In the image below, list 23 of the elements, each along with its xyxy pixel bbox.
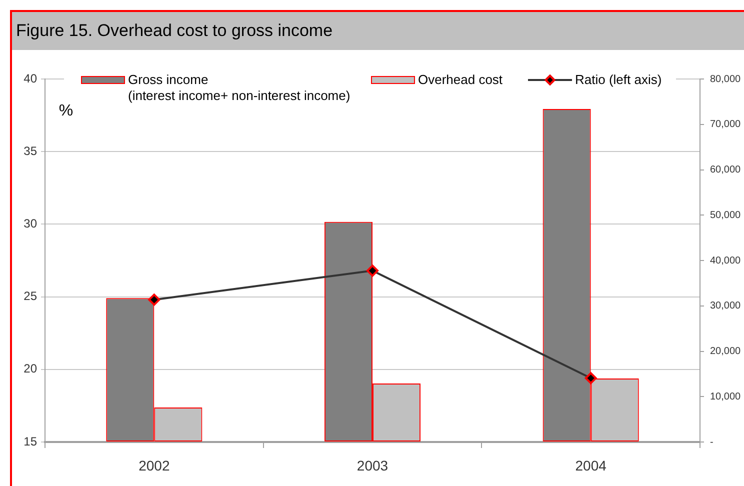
y2-tick-label: 30,000 — [710, 300, 742, 312]
y-tick-label: 30 — [24, 216, 38, 231]
x-tick-label: 2002 — [138, 457, 170, 474]
x-tick-label: 2003 — [356, 457, 388, 474]
y2-tick-label: - — [710, 436, 714, 448]
chart-title: Figure 15. Overhead cost to gross income — [16, 21, 333, 41]
y2-tick-label: 80,000 — [710, 74, 742, 85]
x-tick-label: 2004 — [575, 457, 607, 474]
y2-tick-label: 10,000 — [710, 391, 742, 402]
legend-label: Gross income (interest income+ non-interest income) — [128, 72, 350, 104]
y-tick-label: 40 — [24, 71, 38, 86]
legend-label: Ratio (left axis) — [575, 72, 662, 88]
legend-label: Overhead cost — [418, 72, 503, 88]
y2-tick-label: 20,000 — [710, 346, 742, 357]
y-tick-label: 15 — [24, 434, 38, 448]
y-tick-label: 20 — [24, 362, 38, 376]
y2-tick-label: 50,000 — [710, 210, 742, 221]
y-tick-label: 25 — [24, 289, 38, 304]
y2-tick-label: 70,000 — [710, 119, 742, 130]
y2-tick-label: 60,000 — [710, 164, 742, 176]
y2-tick-label: 40,000 — [710, 255, 742, 266]
y-axis-title: % — [58, 102, 74, 120]
y-tick-label: 35 — [24, 144, 38, 158]
